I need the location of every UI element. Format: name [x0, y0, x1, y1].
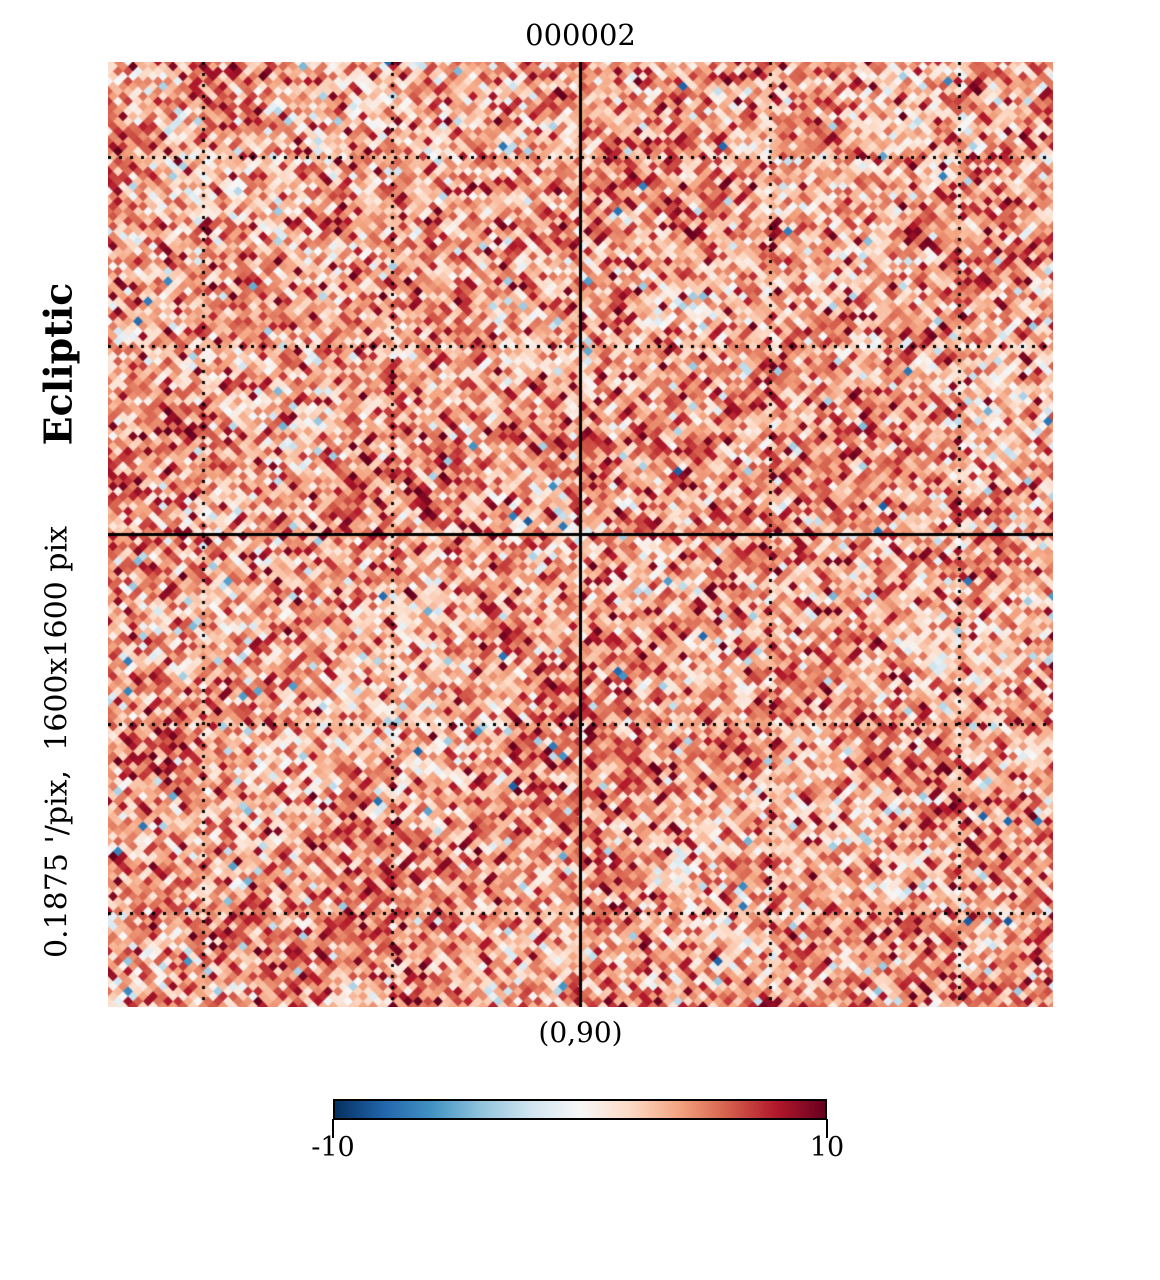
- sky-map-canvas: [108, 62, 1053, 1007]
- colorbar-gradient: [333, 1099, 827, 1120]
- sky-map: [108, 62, 1053, 1007]
- colorbar-max-label: 10: [809, 1132, 845, 1163]
- resolution-label: 0.1875 '/pix, 1600x1600 pix: [39, 525, 75, 959]
- colorbar-min-tick: [332, 1119, 334, 1138]
- figure-title: 000002: [525, 18, 636, 52]
- colorbar-max-tick: [826, 1119, 828, 1138]
- center-coordinates-label: (0,90): [538, 1016, 623, 1049]
- colorbar-min-label: -10: [311, 1132, 355, 1163]
- coordinate-system-label: Ecliptic: [35, 282, 81, 446]
